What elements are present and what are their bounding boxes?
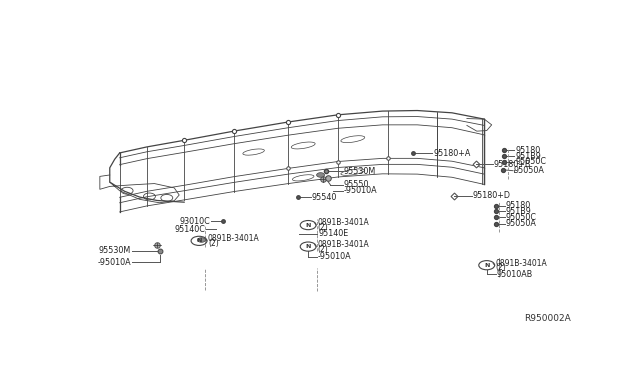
- Text: (2): (2): [317, 245, 328, 254]
- Circle shape: [198, 238, 205, 242]
- Text: 95180+D: 95180+D: [473, 191, 511, 200]
- Text: 951B9: 951B9: [515, 151, 541, 161]
- Text: 95010AB: 95010AB: [497, 270, 533, 279]
- Text: 95530M: 95530M: [344, 167, 376, 176]
- Text: 95180+B: 95180+B: [493, 160, 531, 169]
- Text: R950002A: R950002A: [524, 314, 571, 323]
- Text: -95010A: -95010A: [97, 258, 131, 267]
- Text: N: N: [484, 263, 490, 268]
- Text: N: N: [305, 222, 311, 228]
- Text: 95140C: 95140C: [175, 225, 205, 234]
- Text: N: N: [305, 244, 311, 249]
- Text: 95050A: 95050A: [514, 166, 545, 175]
- Text: 95050C: 95050C: [515, 157, 547, 166]
- Text: -95010A: -95010A: [318, 252, 352, 261]
- Circle shape: [317, 173, 324, 177]
- Text: 0891B-3401A: 0891B-3401A: [317, 240, 369, 249]
- Text: 0891B-3401A: 0891B-3401A: [317, 218, 369, 227]
- Text: 93010C: 93010C: [180, 217, 211, 226]
- Text: 95550: 95550: [344, 180, 369, 189]
- Text: 95180: 95180: [506, 201, 531, 210]
- Text: 95180+A: 95180+A: [433, 149, 470, 158]
- Text: -95010A: -95010A: [344, 186, 378, 195]
- Text: 95140E: 95140E: [318, 229, 348, 238]
- Text: (2): (2): [495, 263, 506, 272]
- Text: 95050A: 95050A: [506, 219, 536, 228]
- Text: 95530M: 95530M: [99, 246, 131, 255]
- Text: 951B9: 951B9: [506, 207, 531, 216]
- Text: 95180: 95180: [515, 146, 541, 155]
- Text: (2): (2): [317, 223, 328, 232]
- Text: (2): (2): [208, 239, 219, 248]
- Text: 95050C: 95050C: [506, 212, 536, 222]
- Text: N: N: [196, 238, 202, 243]
- Text: 0891B-3401A: 0891B-3401A: [495, 259, 547, 268]
- Text: 0891B-3401A: 0891B-3401A: [208, 234, 260, 243]
- Text: 95540: 95540: [312, 193, 337, 202]
